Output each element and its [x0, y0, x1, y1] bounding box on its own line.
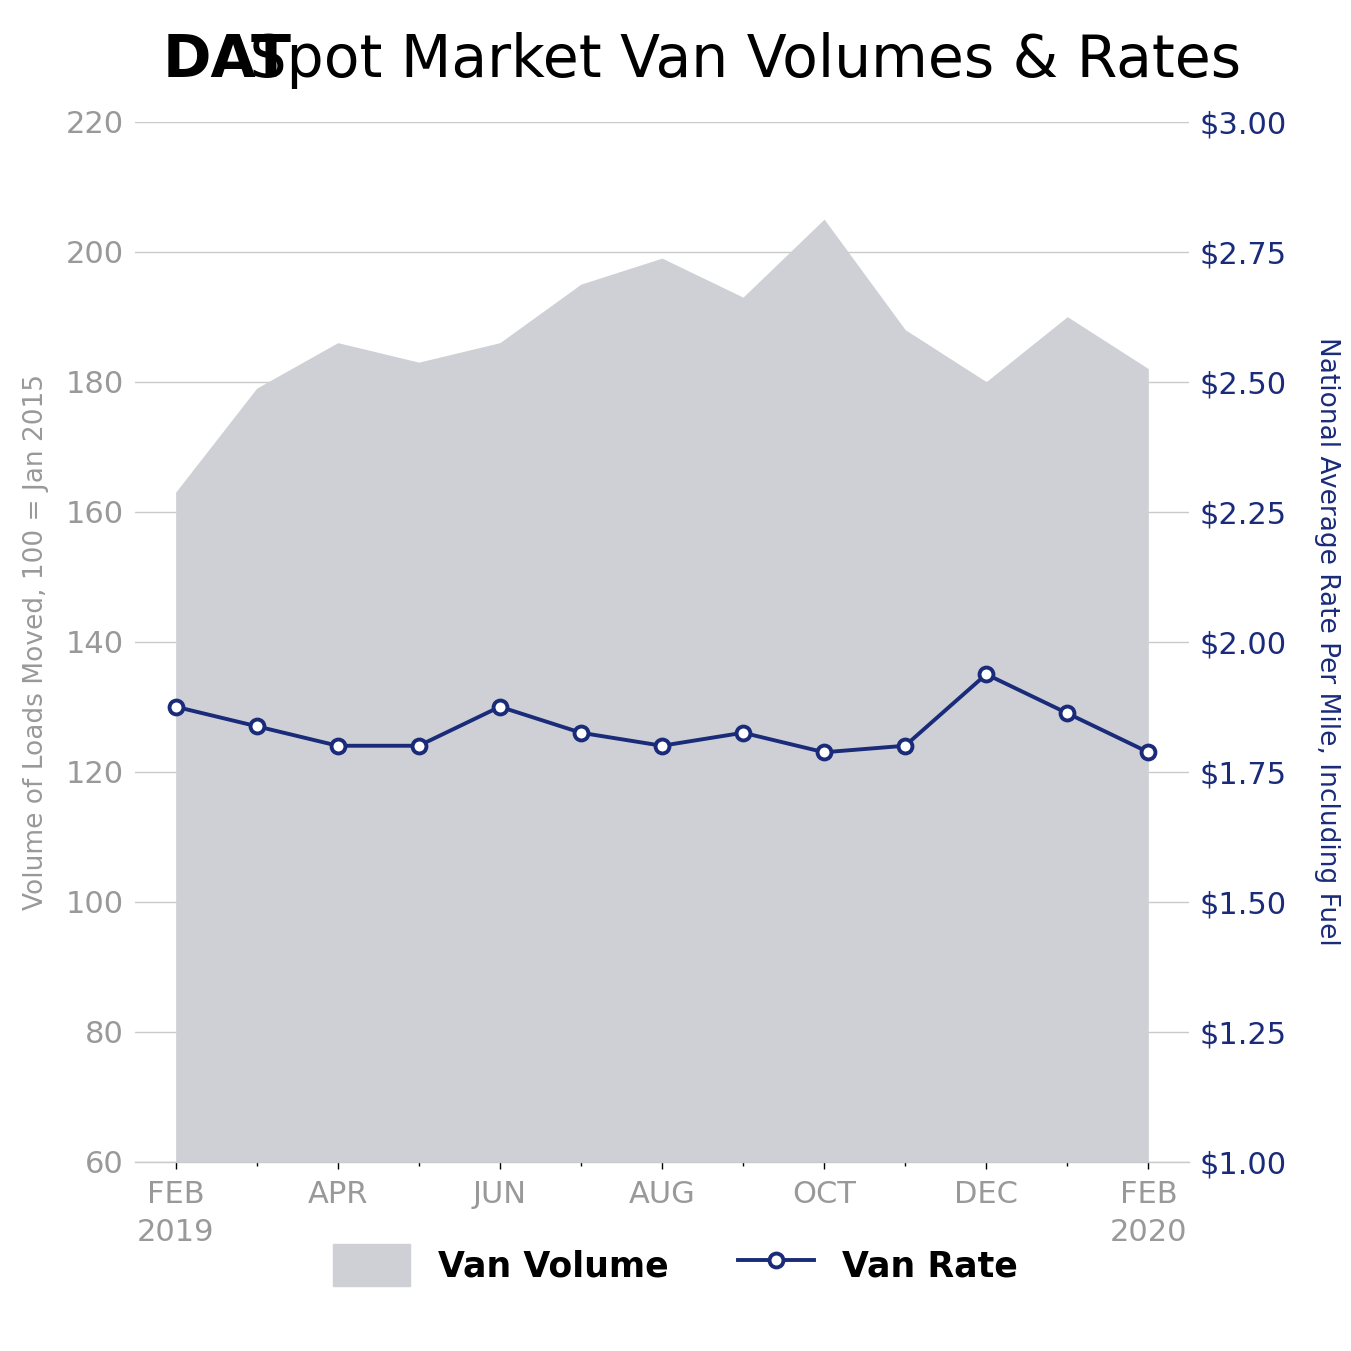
Text: DAT: DAT	[162, 32, 292, 89]
Y-axis label: National Average Rate Per Mile, Including Fuel: National Average Rate Per Mile, Includin…	[1315, 338, 1340, 946]
Text: Spot Market Van Volumes & Rates: Spot Market Van Volumes & Rates	[231, 32, 1242, 89]
Legend: Van Volume, Van Rate: Van Volume, Van Rate	[320, 1229, 1031, 1300]
Y-axis label: Volume of Loads Moved, 100 = Jan 2015: Volume of Loads Moved, 100 = Jan 2015	[23, 374, 49, 909]
